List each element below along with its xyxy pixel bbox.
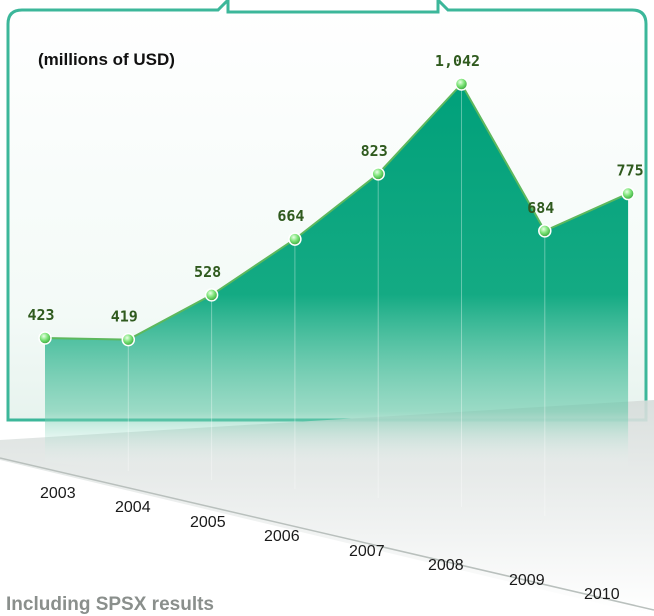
data-point-2007 bbox=[371, 167, 385, 181]
x-tick-2007: 2007 bbox=[349, 543, 385, 560]
value-label-2005: 528 bbox=[194, 263, 221, 281]
value-label-2003: 423 bbox=[27, 306, 54, 324]
x-tick-2005: 2005 bbox=[190, 514, 226, 531]
value-label-2009: 684 bbox=[527, 199, 554, 217]
data-point-2010 bbox=[621, 186, 635, 201]
x-tick-2006: 2006 bbox=[264, 528, 300, 545]
data-point-2005 bbox=[204, 288, 219, 302]
floor-baseline bbox=[0, 457, 654, 611]
x-tick-2008: 2008 bbox=[428, 557, 464, 574]
value-label-2004: 419 bbox=[111, 308, 138, 326]
plot-area: 423 2003 419 2004 528 2005 664 2006 823 2007 1,042… bbox=[27, 52, 643, 603]
x-tick-2003: 2003 bbox=[40, 485, 76, 502]
data-point-2006 bbox=[288, 232, 302, 246]
data-point-2003 bbox=[38, 331, 52, 345]
unit-label: (millions of USD) bbox=[38, 50, 175, 69]
value-label-2007: 823 bbox=[361, 142, 388, 160]
x-tick-2009: 2009 bbox=[509, 572, 545, 589]
value-label-2006: 664 bbox=[277, 207, 304, 225]
series-line bbox=[44, 82, 629, 341]
value-label-2008: 1,042 bbox=[435, 52, 480, 70]
data-point-2004 bbox=[121, 332, 136, 347]
x-tick-2010: 2010 bbox=[584, 586, 620, 603]
area-fill bbox=[45, 84, 629, 525]
data-point-2009 bbox=[538, 224, 552, 238]
x-tick-2004: 2004 bbox=[115, 499, 151, 516]
title-tab bbox=[226, 0, 440, 14]
data-point-2008 bbox=[454, 77, 469, 91]
footnote: Including SPSX results bbox=[6, 594, 214, 615]
value-label-2010: 775 bbox=[617, 162, 644, 180]
